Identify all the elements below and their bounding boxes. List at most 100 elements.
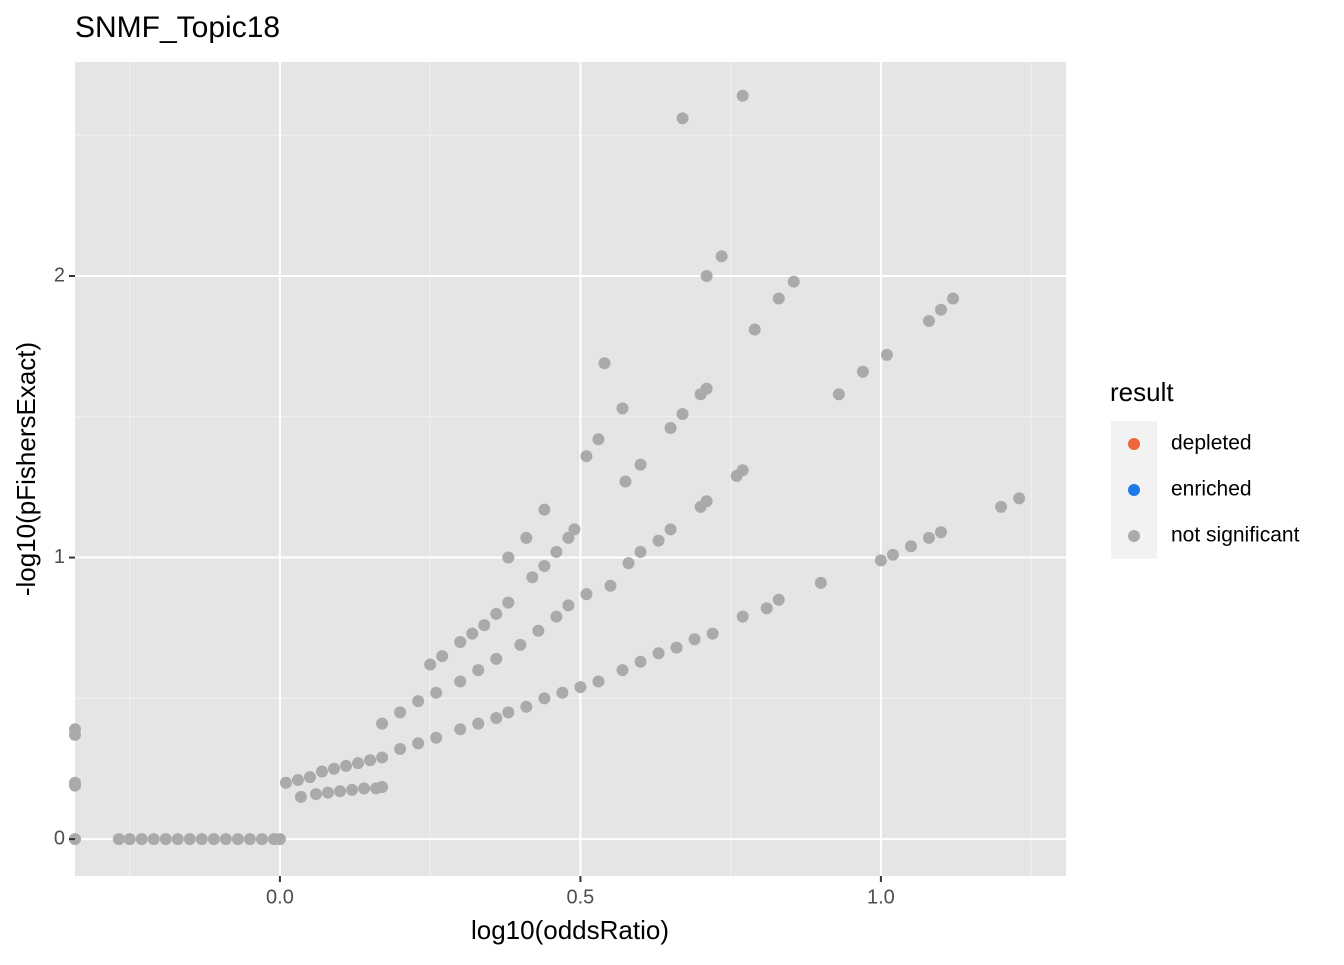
point <box>490 712 503 725</box>
point <box>688 633 701 646</box>
point <box>478 619 491 632</box>
point <box>664 523 677 536</box>
point <box>195 833 208 846</box>
point <box>171 833 184 846</box>
point <box>352 757 365 770</box>
point <box>1013 492 1026 505</box>
point <box>454 636 467 649</box>
point <box>736 89 749 102</box>
point <box>934 303 947 316</box>
point <box>273 833 286 846</box>
point <box>592 433 605 446</box>
point <box>616 402 629 415</box>
point <box>376 751 389 764</box>
point <box>147 833 160 846</box>
y-tick-label: 0 <box>54 827 65 849</box>
panel <box>75 62 1066 876</box>
point <box>736 610 749 623</box>
point <box>436 650 449 663</box>
point <box>334 785 347 798</box>
y-tick-label: 2 <box>54 264 65 286</box>
point <box>526 571 539 584</box>
point <box>568 523 581 536</box>
point <box>454 723 467 736</box>
point <box>502 706 515 719</box>
chart-title: SNMF_Topic18 <box>75 11 280 44</box>
point <box>69 779 81 792</box>
point <box>502 551 515 564</box>
point <box>634 655 647 668</box>
point <box>814 576 827 589</box>
point <box>652 534 665 547</box>
point <box>123 833 136 846</box>
point <box>886 548 899 561</box>
point <box>574 681 587 694</box>
point <box>294 790 307 803</box>
point <box>303 771 316 784</box>
point <box>532 624 545 637</box>
point <box>995 500 1008 513</box>
point <box>772 593 785 606</box>
point <box>664 422 677 435</box>
point <box>706 627 719 640</box>
point <box>430 731 443 744</box>
point <box>562 531 575 544</box>
point <box>550 545 563 558</box>
x-tick-label: 0.0 <box>266 886 294 908</box>
point <box>472 717 485 730</box>
point <box>676 407 689 420</box>
point <box>135 833 148 846</box>
point <box>556 686 569 699</box>
point <box>454 675 467 688</box>
point <box>634 458 647 471</box>
point <box>538 559 551 572</box>
point <box>922 315 935 328</box>
point <box>340 759 353 772</box>
point <box>538 503 551 516</box>
point <box>562 599 575 612</box>
point <box>947 292 960 305</box>
point <box>69 728 81 741</box>
point <box>832 388 845 401</box>
legend-key <box>1128 438 1140 450</box>
point <box>700 269 713 282</box>
point <box>670 641 683 654</box>
point <box>412 737 425 750</box>
legend-key <box>1128 484 1140 496</box>
point <box>772 292 785 305</box>
legend-label: enriched <box>1171 478 1252 501</box>
point <box>394 706 407 719</box>
point <box>430 686 443 699</box>
point <box>580 588 593 601</box>
point <box>580 450 593 463</box>
point <box>934 526 947 539</box>
legend-title: result <box>1110 377 1174 407</box>
point <box>904 540 917 553</box>
point <box>346 783 359 796</box>
point <box>736 464 749 477</box>
point <box>922 531 935 544</box>
point <box>520 700 533 713</box>
point <box>700 382 713 395</box>
point <box>715 250 728 263</box>
point <box>279 776 292 789</box>
point <box>358 782 371 795</box>
point <box>874 554 887 567</box>
point <box>787 275 800 288</box>
point <box>183 833 196 846</box>
x-axis-label: log10(oddsRatio) <box>471 915 669 945</box>
point <box>472 664 485 677</box>
point <box>255 833 268 846</box>
point <box>231 833 244 846</box>
point <box>466 627 479 640</box>
point <box>376 781 389 794</box>
point <box>291 773 304 786</box>
point <box>364 754 377 767</box>
point <box>652 647 665 660</box>
point <box>616 664 629 677</box>
point <box>112 833 125 846</box>
point <box>394 743 407 756</box>
legend-label: not significant <box>1171 524 1300 547</box>
point <box>592 675 605 688</box>
